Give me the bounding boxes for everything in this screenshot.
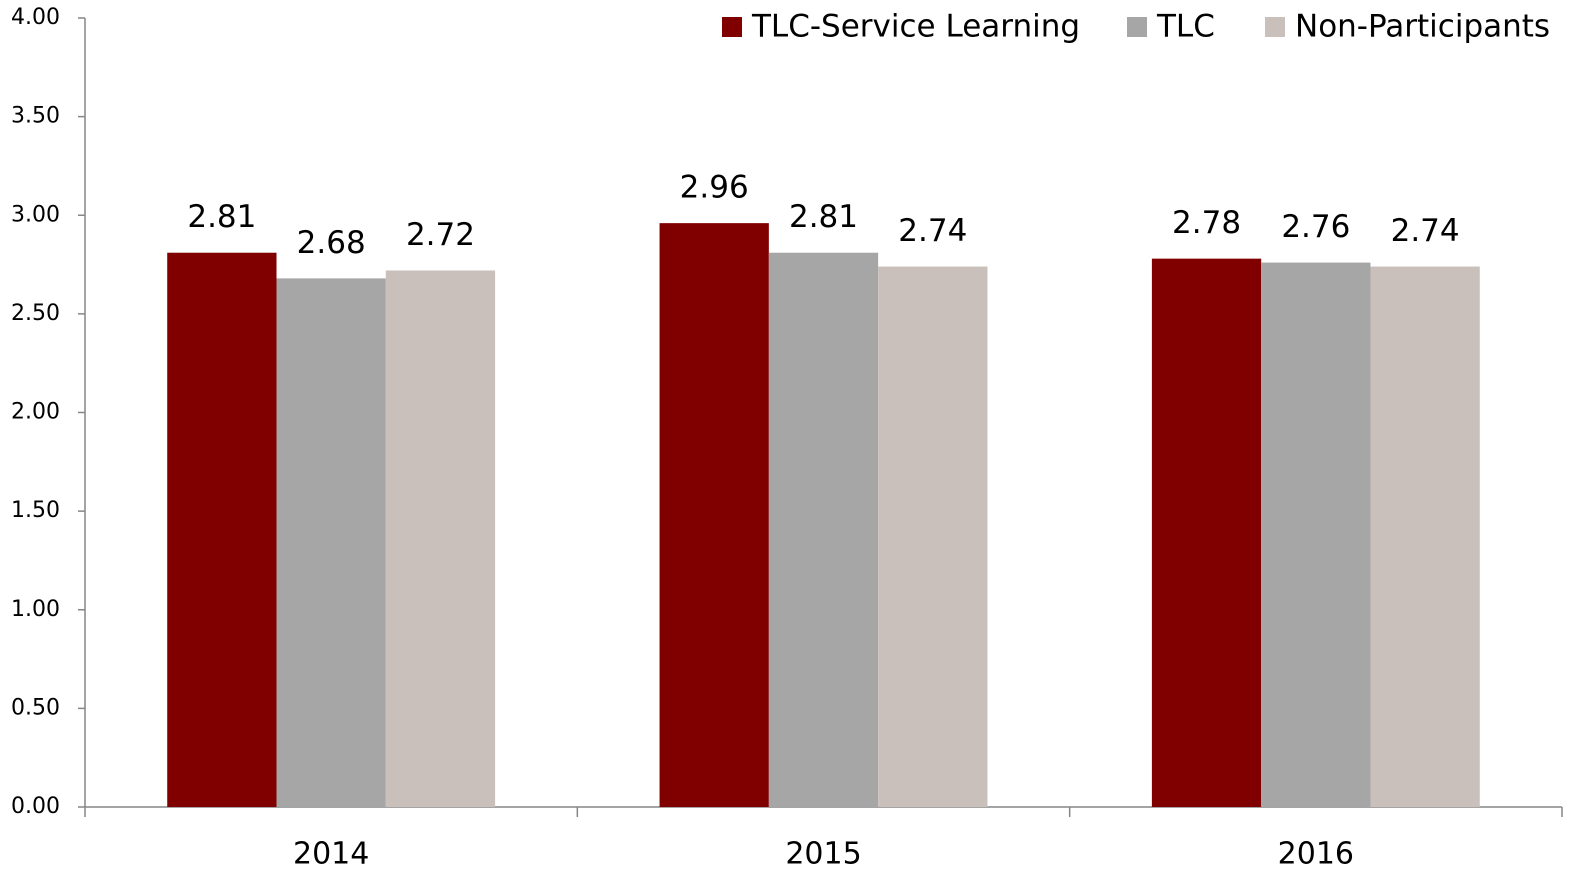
y-tick-label: 3.50	[11, 104, 60, 129]
data-label: 2.81	[187, 199, 256, 235]
x-tick-label: 2016	[1278, 837, 1354, 872]
legend-label: TLC	[1156, 9, 1215, 45]
y-tick-label: 2.00	[11, 400, 60, 425]
y-tick-label: 1.00	[11, 597, 60, 622]
bar	[385, 270, 496, 808]
bar	[878, 266, 988, 807]
legend-label: TLC-Service Learning	[751, 9, 1080, 45]
data-label: 2.68	[297, 225, 366, 261]
data-label: 2.72	[406, 217, 475, 253]
bar	[276, 278, 386, 807]
y-tick-label: 1.50	[11, 498, 60, 523]
x-tick-label: 2015	[785, 837, 861, 872]
bar	[659, 223, 769, 807]
bar	[1370, 266, 1480, 807]
x-tick-label: 2014	[293, 837, 369, 872]
bar	[1151, 258, 1262, 807]
y-tick-label: 0.00	[11, 794, 60, 819]
y-tick-label: 4.00	[11, 5, 60, 30]
legend-swatch	[1265, 17, 1285, 37]
y-tick-label: 2.50	[11, 301, 60, 326]
data-label: 2.74	[1391, 213, 1460, 249]
data-label: 2.81	[789, 199, 858, 235]
y-tick-label: 3.00	[11, 202, 60, 227]
data-label: 2.76	[1281, 209, 1350, 245]
bar	[768, 252, 879, 808]
bar	[167, 252, 277, 808]
data-label: 2.96	[680, 170, 749, 206]
data-label: 2.74	[898, 213, 967, 249]
bar	[1261, 262, 1371, 808]
y-tick-label: 0.50	[11, 695, 60, 720]
data-label: 2.78	[1172, 205, 1241, 241]
legend-label: Non-Participants	[1295, 9, 1550, 45]
legend-swatch	[1127, 17, 1147, 37]
legend-swatch	[722, 17, 742, 37]
